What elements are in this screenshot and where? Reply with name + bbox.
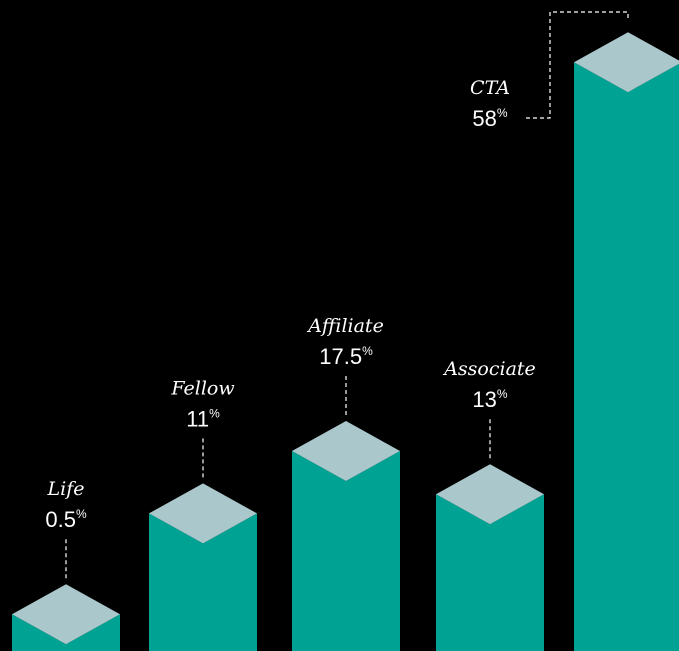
value-label-life: 0.5% bbox=[45, 507, 87, 532]
bar-front-cta bbox=[574, 62, 679, 651]
bar-top-life bbox=[12, 584, 120, 645]
leader-line-cta bbox=[526, 11, 629, 119]
percent-sign: % bbox=[209, 406, 220, 420]
category-label-associate: Associate bbox=[442, 358, 536, 380]
bar-front-fellow bbox=[149, 513, 257, 651]
bar-life bbox=[12, 584, 120, 651]
bar-front-affiliate bbox=[292, 451, 400, 651]
bar-top-affiliate bbox=[292, 421, 400, 481]
bar-cta bbox=[574, 32, 679, 651]
percent-sign: % bbox=[76, 507, 87, 521]
bar-top-associate bbox=[436, 464, 544, 525]
bar-front-life bbox=[12, 614, 120, 651]
bar-fellow bbox=[149, 483, 257, 651]
value-label-fellow: 11% bbox=[186, 406, 220, 431]
value-label-affiliate: 17.5% bbox=[319, 344, 373, 369]
category-label-cta: CTA bbox=[470, 77, 510, 99]
bar-top-fellow bbox=[149, 483, 257, 544]
value-label-associate: 13% bbox=[472, 387, 507, 412]
percent-sign: % bbox=[362, 344, 373, 358]
bar-associate bbox=[436, 464, 544, 651]
bar-affiliate bbox=[292, 421, 400, 651]
percent-sign: % bbox=[497, 106, 508, 120]
category-label-affiliate: Affiliate bbox=[306, 315, 384, 337]
category-label-fellow: Fellow bbox=[170, 377, 234, 399]
bar-front-associate bbox=[436, 494, 544, 651]
bar-top-cta bbox=[574, 32, 679, 93]
value-label-cta: 58% bbox=[472, 106, 507, 131]
percent-sign: % bbox=[497, 387, 508, 401]
category-label-life: Life bbox=[47, 478, 85, 500]
